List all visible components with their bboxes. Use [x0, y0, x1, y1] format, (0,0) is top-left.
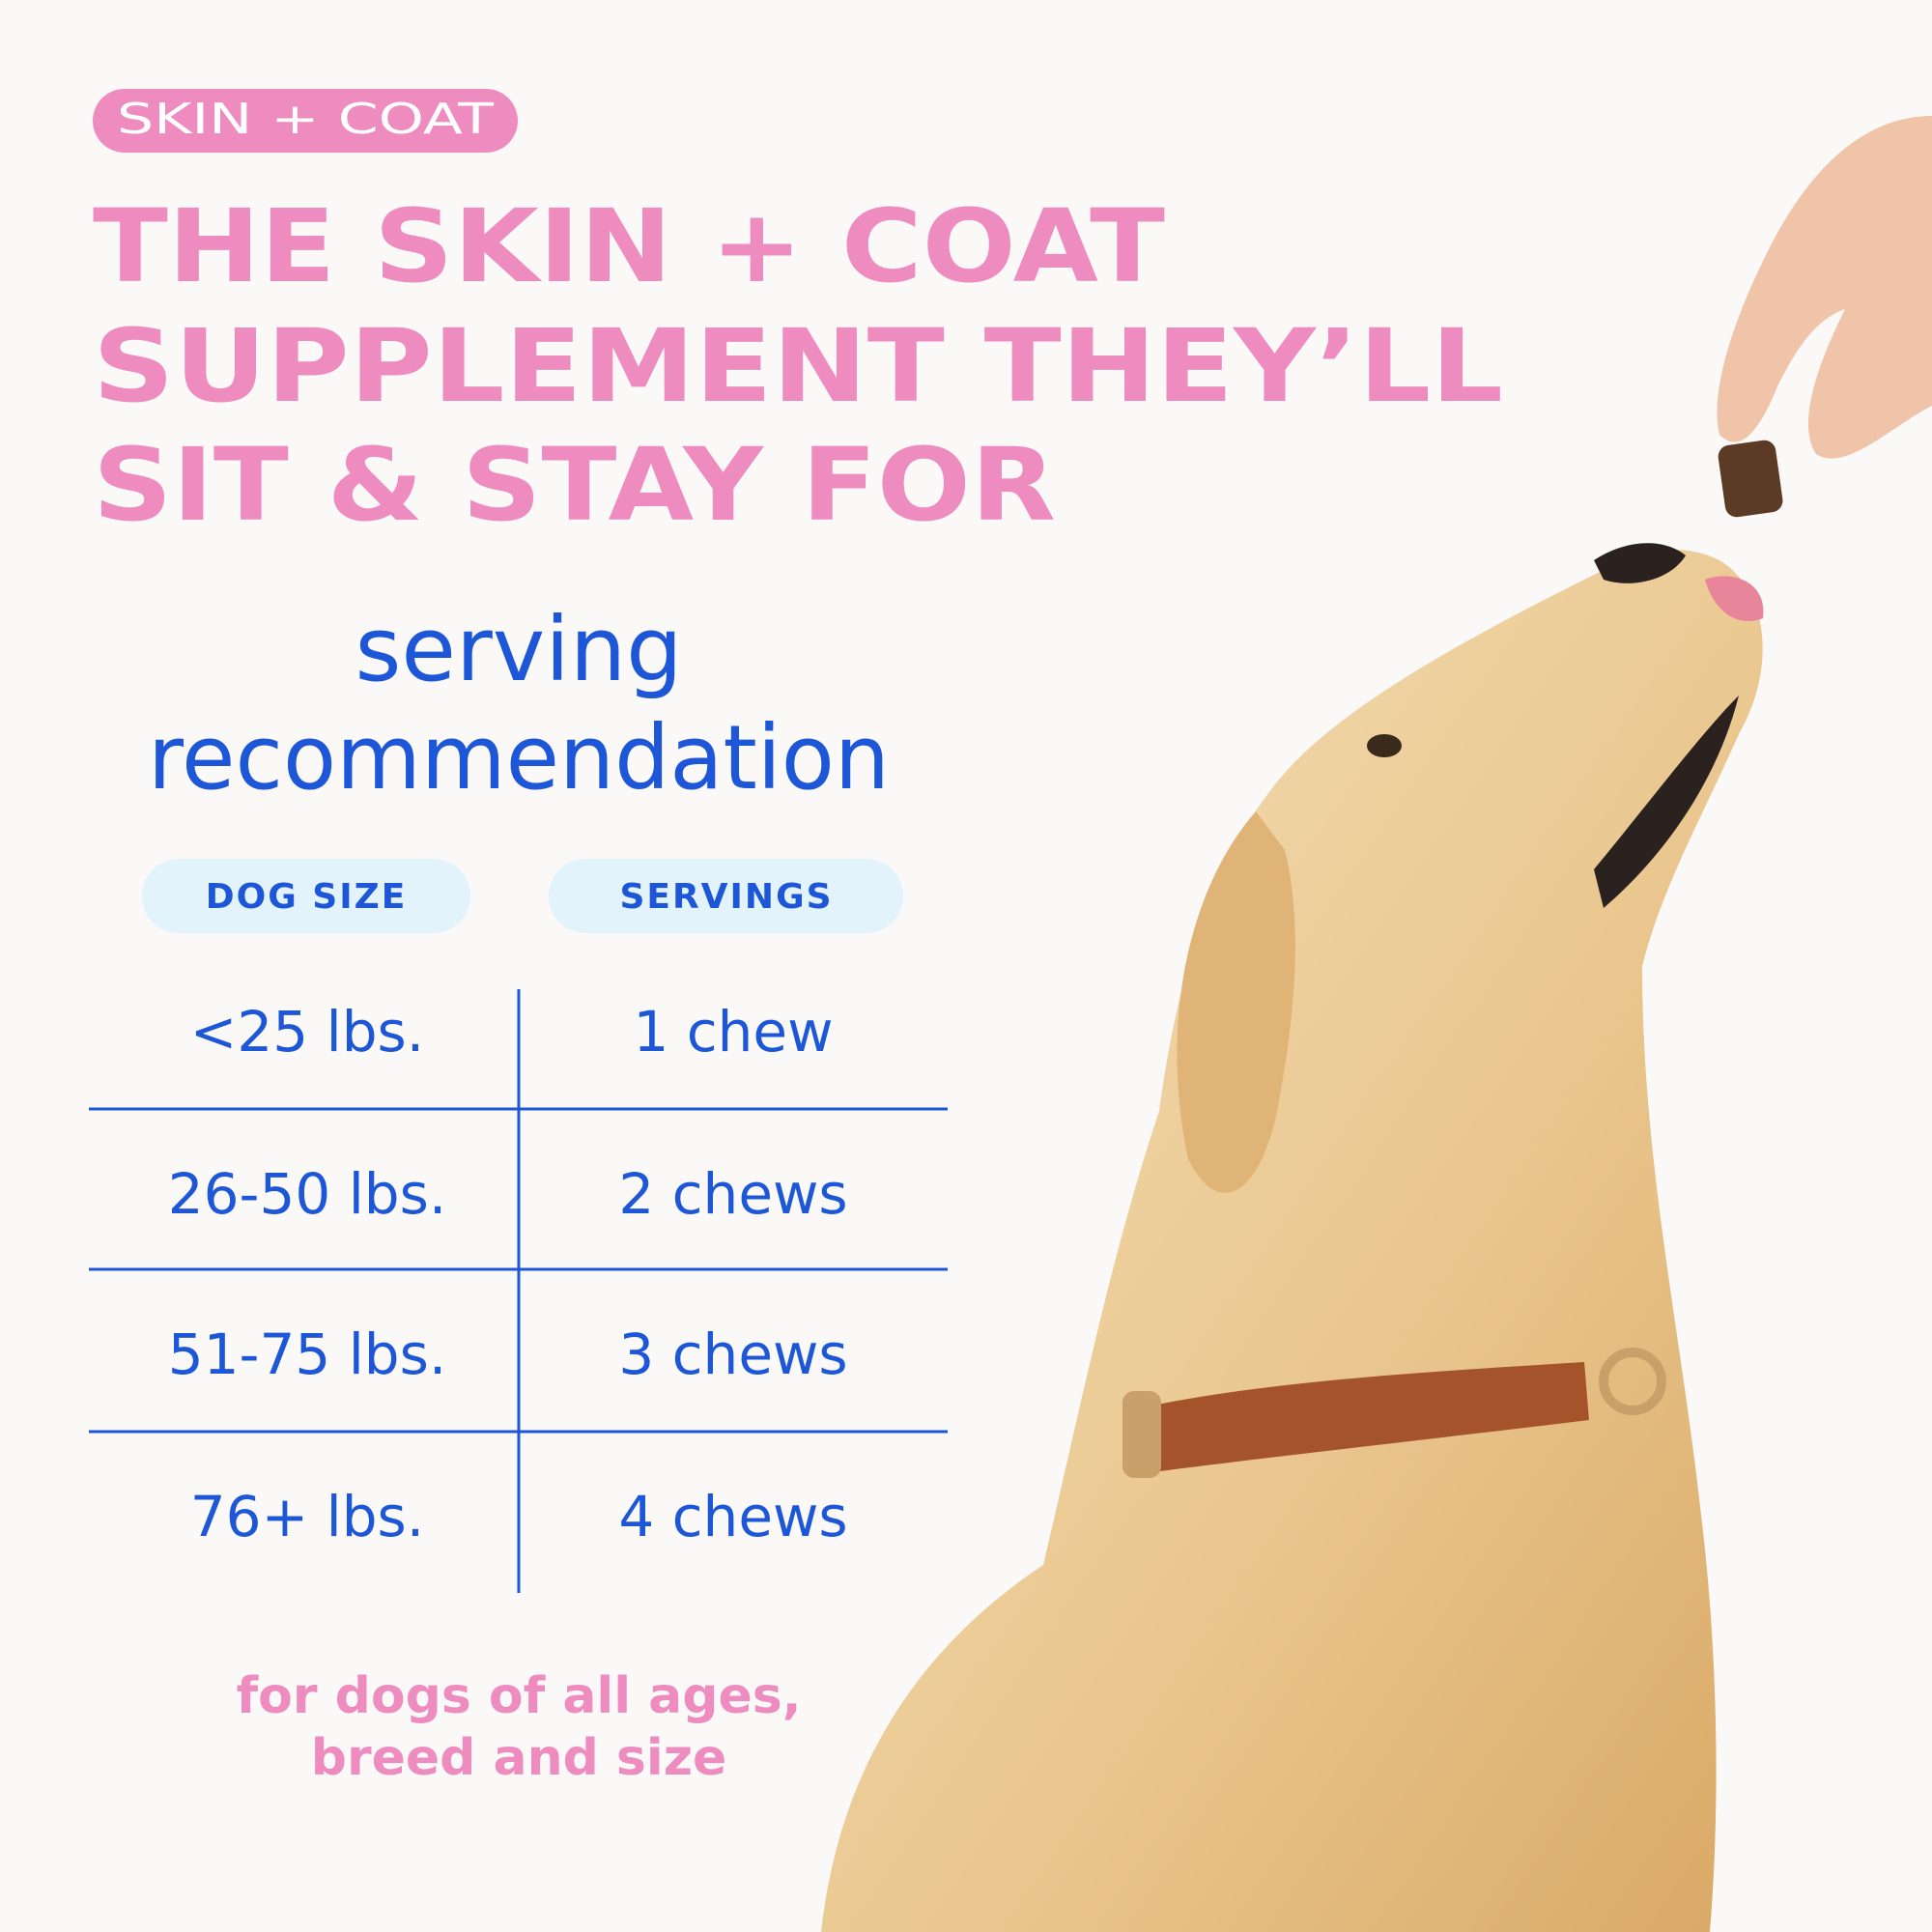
table-lines [89, 989, 948, 1593]
table-cell: 26-50 lbs. [168, 1161, 447, 1227]
badge-pill [93, 89, 518, 153]
table-cell: 3 chews [618, 1321, 847, 1387]
hand-with-treat [1717, 116, 1932, 518]
table-header: DOG SIZE [206, 877, 408, 917]
headline-line: SIT & STAY FOR [93, 426, 1056, 544]
table-cell: 76+ lbs. [190, 1484, 424, 1549]
table-cell: 51-75 lbs. [168, 1321, 447, 1387]
table-cell: 4 chews [618, 1484, 847, 1549]
header-pill [549, 859, 903, 933]
table-header: SERVINGS [619, 877, 833, 917]
footer-line: breed and size [311, 1729, 726, 1787]
table-cell: <25 lbs. [190, 999, 424, 1065]
subtitle-line: serving [355, 598, 682, 701]
subtitle-line: recommendation [148, 706, 890, 810]
footer-line: for dogs of all ages, [237, 1667, 802, 1725]
table-cell: 2 chews [618, 1161, 847, 1227]
headline-line: SUPPLEMENT THEY’LL [93, 307, 1503, 425]
table-body: <25 lbs. 1 chew 26-50 lbs. 2 chews 51-75 lbs… [168, 999, 848, 1549]
badge-text: SKIN + COAT [117, 95, 494, 144]
headline-line: THE SKIN + COAT [93, 187, 1165, 305]
dog-photo [821, 543, 1764, 1932]
header-pill [142, 859, 470, 933]
table-cell: 1 chew [633, 999, 833, 1065]
